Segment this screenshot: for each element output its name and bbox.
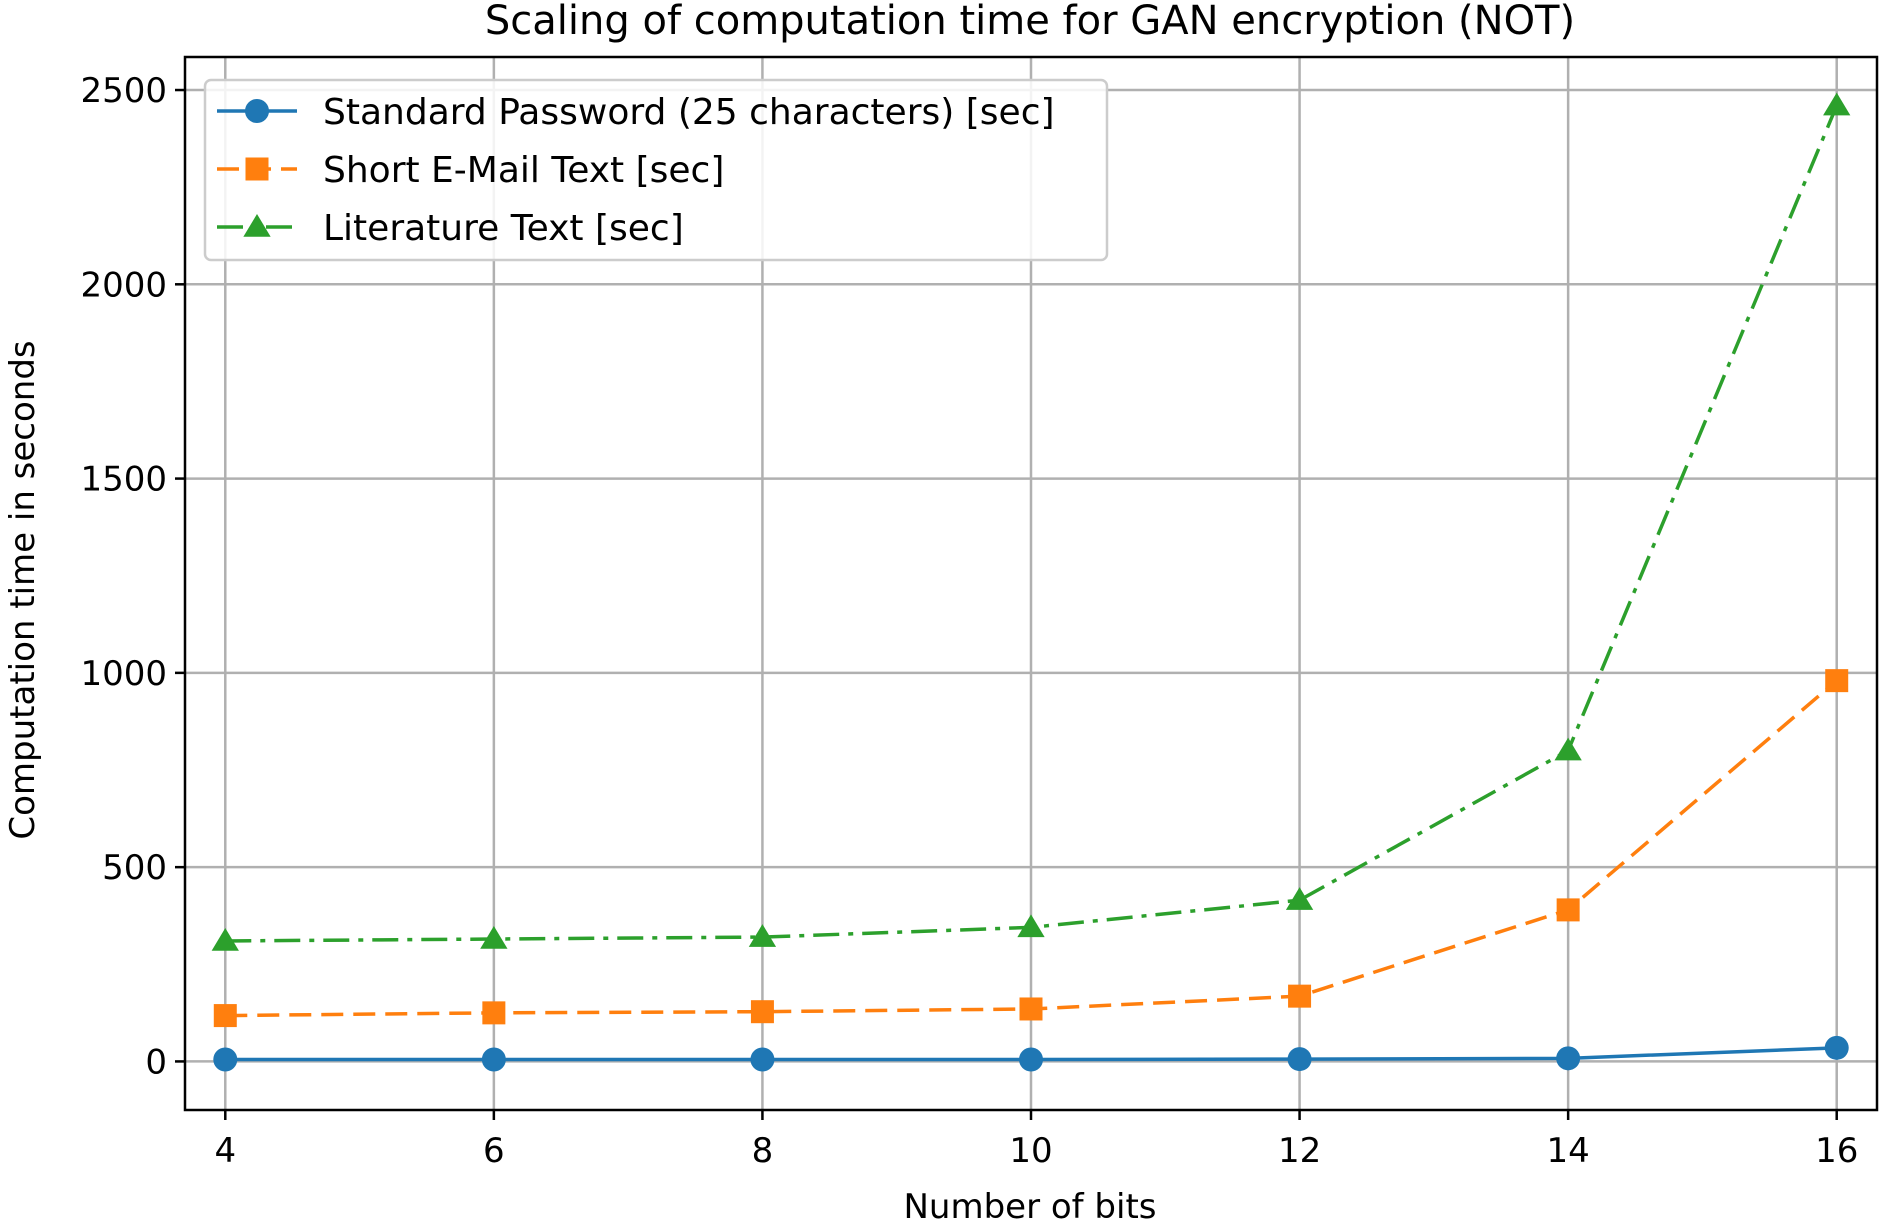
y-tick-label: 1000 (80, 654, 167, 694)
legend-item: Literature Text [sec] (217, 208, 684, 249)
data-point (482, 1001, 506, 1025)
data-point (1823, 92, 1851, 116)
y-tick-label: 1500 (80, 460, 167, 500)
legend-item: Standard Password (25 characters) [sec] (217, 92, 1055, 133)
data-point (1019, 997, 1043, 1021)
legend-label: Short E-Mail Text [sec] (323, 150, 724, 191)
data-point (1287, 1047, 1312, 1072)
y-axis-title: Computation time in seconds (3, 340, 43, 839)
data-point (480, 926, 508, 949)
legend-item: Short E-Mail Text [sec] (217, 150, 724, 191)
data-point (1824, 1035, 1849, 1060)
data-point (1285, 887, 1314, 910)
y-tick-label: 2500 (80, 71, 167, 111)
data-point (481, 1047, 506, 1072)
data-point (1554, 737, 1582, 761)
y-tick-label: 0 (145, 1042, 167, 1082)
y-tick-label: 500 (102, 848, 167, 888)
data-point (1825, 669, 1849, 693)
data-point (211, 927, 239, 951)
legend-label: Standard Password (25 characters) [sec] (323, 92, 1055, 133)
x-tick-label: 16 (1815, 1131, 1858, 1171)
data-point (750, 1047, 775, 1072)
x-tick-label: 8 (752, 1131, 774, 1171)
series-layer (211, 92, 1851, 1072)
y-tick-label: 2000 (80, 265, 167, 305)
y-axis-ticks: 0 500 1000 1500 2000 2500 (80, 71, 185, 1082)
chart-title: Scaling of computation time for GAN encr… (485, 0, 1575, 44)
x-tick-label: 4 (214, 1131, 236, 1171)
series-2 (211, 92, 1851, 951)
legend-marker (245, 99, 269, 123)
legend: Standard Password (25 characters) [sec] S… (203, 78, 1109, 262)
data-point (1556, 1046, 1581, 1071)
data-point (1019, 1047, 1043, 1072)
series-1 (213, 669, 1849, 1028)
data-point (1017, 914, 1045, 938)
x-tick-label: 10 (1009, 1131, 1052, 1171)
data-point (748, 924, 777, 947)
legend-box (203, 78, 1109, 262)
data-point (1556, 898, 1580, 922)
x-tick-label: 6 (483, 1131, 505, 1171)
legend-label: Literature Text [sec] (323, 208, 684, 249)
x-axis-ticks: 4 6 8 10 12 14 16 (214, 1110, 1858, 1171)
data-point (213, 1047, 238, 1072)
x-tick-label: 12 (1278, 1131, 1321, 1171)
x-tick-label: 14 (1547, 1131, 1590, 1171)
x-axis-title: Number of bits (903, 1187, 1156, 1223)
data-point (750, 1000, 774, 1024)
series-0 (213, 1035, 1849, 1072)
data-point (1288, 984, 1312, 1008)
data-point (213, 1004, 237, 1028)
legend-marker (245, 157, 269, 181)
legend-marker (243, 214, 271, 237)
